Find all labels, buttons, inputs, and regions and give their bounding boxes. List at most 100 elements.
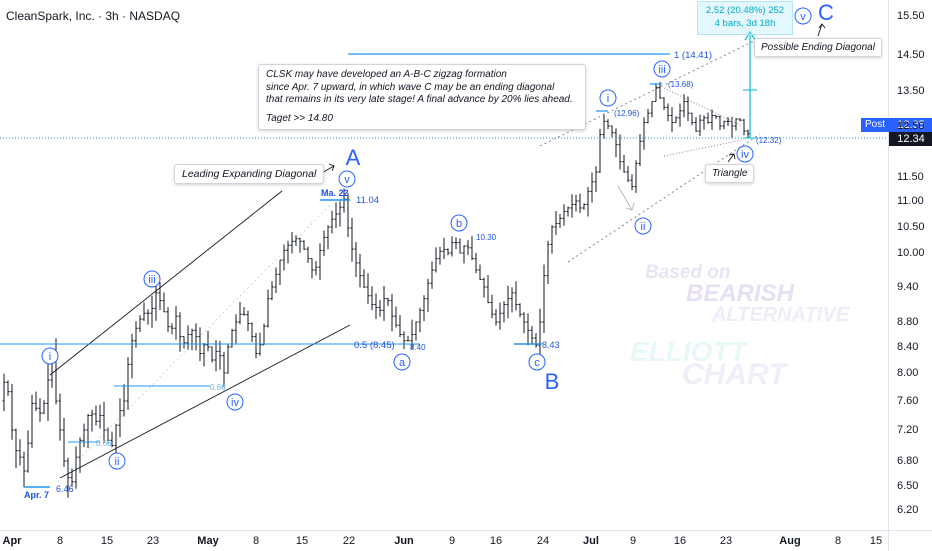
wave-iii-label-circle (143, 270, 161, 288)
wave-ii-label: ii (115, 456, 120, 468)
time-tick-label: 8 (56, 535, 64, 547)
diagonal-mid-guide (67, 204, 331, 471)
price-tick-label: 6.20 (897, 504, 919, 516)
watermark-line-4: ELLIOTT (630, 336, 747, 367)
price-tick-label: 9.40 (897, 281, 919, 293)
time-tick-label: May (197, 535, 219, 547)
price-tick-label: 12.50 (897, 120, 925, 132)
wave-i-label-circle (41, 347, 59, 365)
time-axis[interactable]: Apr 8 15 23 May 8 15 22 Jun 9 16 24 Jul 9 16 23 Aug 8 15 (0, 530, 888, 551)
time-tick-label: 15 (295, 535, 309, 547)
post-price-badge: Post 12.35 (861, 118, 932, 132)
apr7-label: Apr. 7 (24, 490, 49, 500)
price-tick-label: 14.50 (897, 49, 925, 61)
axis-corner (888, 530, 932, 551)
post-tag: Post (861, 118, 890, 132)
wave-C-label: C (818, 0, 834, 25)
price-tick-label: 6.80 (897, 455, 919, 467)
time-tick-label: 24 (536, 535, 550, 547)
time-tick-label: 9 (448, 535, 456, 547)
wave-iv-label-circle (226, 393, 244, 411)
low-843-label: 8.43 (542, 340, 560, 350)
wave-v-label: v (344, 174, 350, 186)
ma22-label: Ma. 22 (321, 188, 349, 198)
time-tick-label: Jul (583, 535, 599, 547)
wave-iv-label: iv (231, 397, 239, 409)
price-axis[interactable]: Post 12.35 12.34 15.50 14.50 13.50 12.50 11.… (861, 0, 932, 530)
time-tick-label: 9 (629, 535, 637, 547)
time-tick-label: 15 (100, 535, 114, 547)
price-tick-label: 8.80 (897, 316, 919, 328)
high-1104-label: 11.04 (356, 195, 379, 206)
ending-diagonal-callout[interactable]: Possible Ending Diagonal (754, 38, 882, 57)
minor-wave-i-label: i (607, 93, 609, 105)
fib-066a-label: 0.66 (210, 383, 226, 392)
price-tick-label: 8.00 (897, 367, 919, 379)
price-tick-label: 11.50 (897, 171, 924, 183)
ending-diagonal-lower (567, 133, 761, 263)
note-line-1: CLSK may have developed an A-B-C zigzag … (266, 69, 507, 80)
price-range-measure[interactable]: 2.52 (20.48%) 252 4 bars, 3d 18h (697, 1, 793, 35)
triangle-lower (663, 139, 743, 157)
p-1368-label: (13.68) (668, 80, 694, 89)
time-tick-label: 16 (673, 535, 687, 547)
minor-wave-iii-label: iii (658, 64, 665, 76)
diagonal-upper-line (49, 190, 283, 376)
time-tick-label: Apr (2, 535, 22, 547)
watermark-line-1: Based on (645, 262, 731, 283)
high-1030-label: 10.30 (476, 233, 497, 242)
price-tick-label: 11.00 (897, 195, 924, 207)
wave-c-label-circle (528, 353, 546, 371)
leading-diagonal-callout[interactable]: Leading Expanding Diagonal (174, 164, 325, 184)
minor-wave-v-label: v (800, 11, 806, 23)
wave-b-label-circle (450, 214, 468, 232)
wave-ii-arrow (617, 185, 635, 211)
minor-wave-iv-label: iv (741, 149, 749, 161)
price-tick-label: 10.50 (897, 221, 925, 233)
price-tick-label: 13.50 (897, 85, 925, 97)
time-tick-label: 23 (146, 535, 160, 547)
watermark-line-3: ALTERNATIVE (712, 304, 850, 326)
price-tick-label: 10.00 (897, 247, 925, 259)
minor-wave-iv-label-circle (736, 145, 754, 163)
analysis-note[interactable]: CLSK may have developed an A-B-C zigzag … (258, 64, 586, 130)
note-line-3: that remains in its very late stage! A f… (266, 94, 573, 105)
time-tick-label: 22 (342, 535, 356, 547)
time-tick-label: 16 (489, 535, 503, 547)
target-1-label: 1 (14.41) (674, 50, 712, 61)
measure-duration: 4 bars, 3d 18h (714, 18, 776, 29)
price-tick-label: 7.20 (897, 424, 919, 436)
note-target: Taget >> 14.80 (266, 112, 333, 124)
price-tick-label: 6.50 (897, 480, 919, 492)
time-tick-label: Aug (779, 535, 801, 547)
price-tick-label: 7.60 (897, 395, 919, 407)
triangle-upper (663, 87, 743, 127)
chart-canvas[interactable]: i ii iii iv v a b c i ii iii iv v A B C Apr. 7 6.46 Ma. 22… (0, 0, 888, 530)
fib-05-label: 0.5 (8.45) (354, 340, 395, 351)
minor-wave-ii-label: ii (641, 221, 646, 233)
post-price-value: 12.35 (897, 119, 925, 131)
wave-b-label: b (456, 218, 462, 230)
last-price-badge: 12.34 (889, 132, 932, 146)
candlestick-series (2, 81, 750, 498)
watermark-line-2: BEARISH (686, 280, 795, 307)
wave-a-label-circle (393, 353, 411, 371)
price-tick-label: 8.40 (897, 341, 919, 353)
time-tick-label: Jun (394, 535, 414, 547)
minor-wave-iii-label-circle (653, 60, 671, 78)
wave-v-label-circle (338, 170, 356, 188)
watermark-line-5: CHART (682, 358, 787, 391)
minor-wave-ii-label-circle (634, 217, 652, 235)
time-tick-label: 15 (869, 535, 883, 547)
symbol-title[interactable]: CleanSpark, Inc. · 3h · NASDAQ (6, 9, 181, 23)
note-line-2: since Apr. 7 upward, in which wave C may… (266, 81, 555, 93)
wave-B-label: B (545, 369, 560, 394)
low-646-label: 6.46 (56, 484, 74, 494)
wave-ii-label-circle (108, 452, 126, 470)
p-1232-label: (12.32) (756, 136, 782, 145)
low-840-label: 8.40 (410, 343, 426, 352)
triangle-callout[interactable]: Triangle (705, 164, 755, 183)
measure-change: 2.52 (20.48%) 252 (705, 5, 785, 16)
